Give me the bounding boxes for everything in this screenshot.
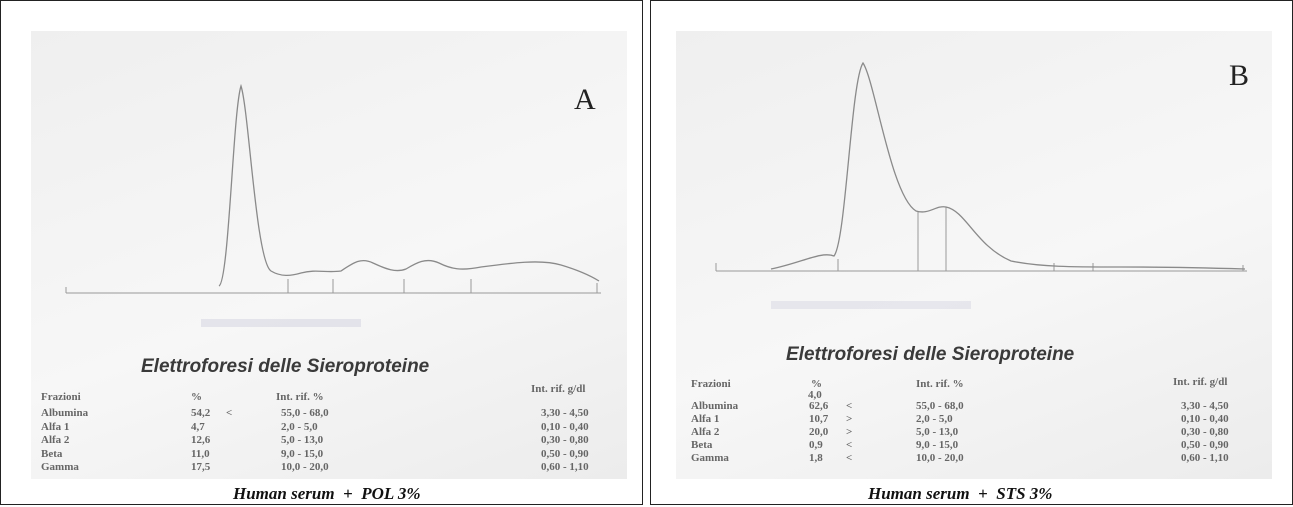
table-cell: 0,60 - 1,10 — [1181, 452, 1229, 464]
table-cell: 55,0 - 68,0 — [281, 407, 329, 419]
photo — [31, 31, 627, 479]
header: Int. rif. g/dl — [531, 383, 586, 395]
table-cell: 3,30 - 4,50 — [541, 407, 589, 419]
table-cell: 54,2 — [191, 407, 211, 419]
header: % — [811, 378, 822, 390]
table-cell: > — [846, 413, 853, 425]
table-cell: 5,0 - 13,0 — [916, 426, 959, 438]
table-cell: 3,30 - 4,50 — [1181, 400, 1229, 412]
table-cell: 0,50 - 0,90 — [541, 447, 589, 460]
table-cell: 0,30 - 0,80 — [1181, 426, 1229, 438]
table-cell: 0,9 — [809, 439, 823, 451]
trace — [715, 61, 1247, 309]
table-cell: 0,30 - 0,80 — [541, 434, 589, 446]
table-cell: Alfa 2 — [691, 426, 720, 438]
panel-label: B — [1229, 59, 1250, 92]
table-cell: 9,0 - 15,0 — [916, 439, 959, 451]
header: Frazioni — [41, 391, 81, 403]
table-cell: 12,6 — [191, 434, 211, 446]
caption: Human serum + POL 3% — [233, 484, 421, 503]
report-title: Elettroforesi delle Sieroproteine — [786, 344, 1075, 365]
table-cell: Albumina — [691, 400, 739, 412]
report-title: Elettroforesi delle Sieroproteine — [141, 356, 430, 377]
table-cell: 9,0 - 15,0 — [281, 447, 324, 460]
table-cell: 0,10 - 0,40 — [541, 420, 589, 433]
table-cell: Gamma — [41, 461, 79, 473]
photo — [676, 31, 1272, 479]
table-cell: Alfa 1 — [41, 420, 70, 433]
table-cell: 20,0 — [809, 426, 829, 438]
table-cell: Beta — [41, 447, 63, 460]
table-cell: < — [846, 439, 853, 451]
table-cell: 0,10 - 0,40 — [1181, 413, 1229, 425]
table-cell: 2,0 - 5,0 — [916, 413, 953, 425]
header: Int. rif. % — [916, 378, 964, 390]
table-cell: Alfa 1 — [691, 413, 720, 425]
trace — [65, 83, 601, 327]
table-cell: 4,7 — [191, 420, 205, 433]
table-cell: Albumina — [41, 407, 89, 419]
table-cell: < — [846, 452, 853, 464]
table-cell: Alfa 2 — [41, 434, 70, 446]
table-cell: Gamma — [691, 452, 729, 464]
header: Int. rif. g/dl — [1173, 376, 1228, 388]
table-cell: 55,0 - 68,0 — [916, 400, 964, 412]
panel-label: A — [574, 83, 596, 116]
header: 4,0 — [808, 389, 822, 401]
table-cell: 11,0 — [191, 447, 210, 460]
table-cell: 2,0 - 5,0 — [281, 420, 318, 433]
panel: A Elettroforesi delle Sieroproteine Fraz… — [0, 0, 643, 505]
table-cell: 0,60 - 1,10 — [541, 461, 589, 473]
table-cell: < — [846, 400, 853, 412]
table-cell: > — [846, 426, 853, 438]
table-cell: < — [226, 407, 233, 419]
table-cell: 0,50 - 0,90 — [1181, 439, 1229, 451]
table-cell: 1,8 — [809, 452, 823, 464]
table-cell: 10,7 — [809, 413, 829, 425]
table-cell: 5,0 - 13,0 — [281, 434, 324, 446]
table-cell: Beta — [691, 439, 713, 451]
header: % — [191, 391, 202, 403]
table-cell: 10,0 - 20,0 — [281, 461, 329, 473]
caption: Human serum + STS 3% — [868, 484, 1053, 503]
table-cell: 62,6 — [809, 400, 829, 412]
header: Frazioni — [691, 378, 731, 390]
table-cell: 17,5 — [191, 461, 211, 473]
header: Int. rif. % — [276, 391, 324, 403]
table-cell: 10,0 - 20,0 — [916, 452, 964, 464]
panel: B Elettroforesi delle Sieroproteine Fraz… — [650, 0, 1293, 505]
